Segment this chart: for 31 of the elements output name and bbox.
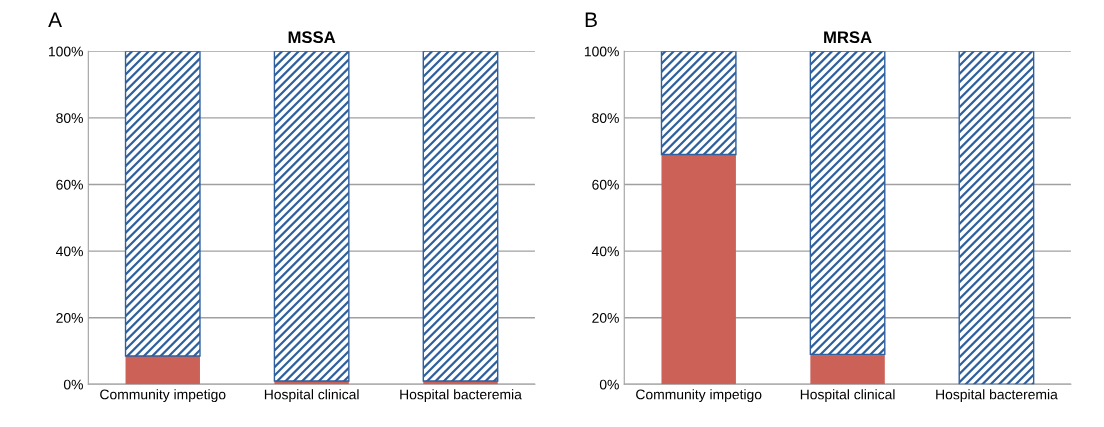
x-tick-label: Hospital clinical bbox=[264, 389, 359, 403]
bar bbox=[124, 51, 201, 357]
y-tick-label: 100% bbox=[584, 46, 619, 57]
y-tick-label: 60% bbox=[592, 179, 619, 190]
chart-title: MRSA bbox=[824, 31, 872, 44]
bar bbox=[809, 51, 886, 356]
y-tick-label: 40% bbox=[591, 246, 619, 257]
bar bbox=[273, 51, 350, 382]
bar bbox=[810, 354, 885, 385]
bar bbox=[125, 355, 200, 385]
y-tick-label: 0% bbox=[599, 379, 619, 390]
y-tick-label: 80% bbox=[56, 113, 83, 124]
x-tick-label: Hospital bacteremia bbox=[400, 389, 522, 403]
y-tick-label: 20% bbox=[592, 313, 619, 323]
y-tick-label: 0% bbox=[63, 379, 83, 390]
x-tick-label: Hospital bacteremia bbox=[936, 389, 1058, 403]
bar bbox=[661, 154, 736, 385]
y-tick-label: 80% bbox=[592, 113, 619, 124]
bar bbox=[422, 51, 499, 382]
y-tick-label: 100% bbox=[49, 46, 83, 57]
y-tick-label: 40% bbox=[55, 246, 83, 257]
x-tick-label: Community impetigo bbox=[100, 389, 226, 403]
y-tick-label: 20% bbox=[56, 313, 83, 323]
text: A bbox=[48, 12, 62, 27]
bar bbox=[958, 51, 1035, 385]
chart-title: MSSA bbox=[288, 31, 336, 44]
y-tick-label: 60% bbox=[56, 179, 83, 190]
text: B bbox=[585, 12, 597, 27]
bar bbox=[660, 51, 737, 156]
x-tick-label: Hospital clinical bbox=[800, 389, 895, 403]
x-tick-label: Community impetigo bbox=[636, 389, 762, 403]
